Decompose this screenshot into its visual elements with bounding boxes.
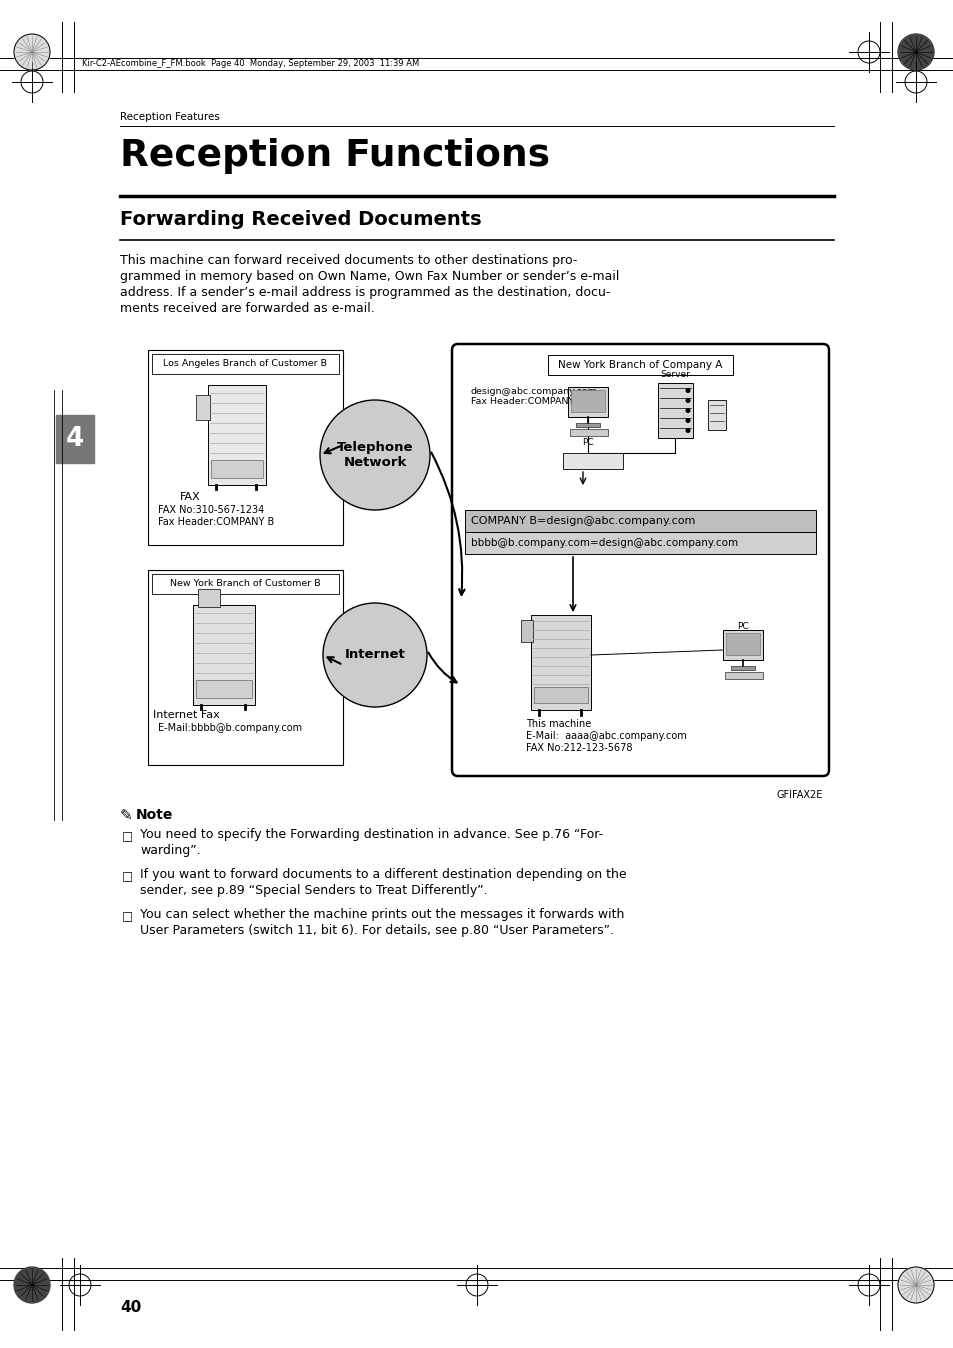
Bar (547, 355, 732, 375)
FancyBboxPatch shape (452, 344, 828, 776)
Circle shape (685, 429, 689, 433)
Circle shape (685, 388, 689, 392)
Text: PC: PC (581, 438, 593, 448)
Bar (148, 350, 343, 545)
Text: You can select whether the machine prints out the messages it forwards with: You can select whether the machine print… (140, 909, 623, 921)
Bar (534, 687, 587, 704)
Bar (722, 630, 762, 661)
Bar (562, 453, 622, 469)
Text: Kir-C2-AEcombine_F_FM.book  Page 40  Monday, September 29, 2003  11:39 AM: Kir-C2-AEcombine_F_FM.book Page 40 Monda… (82, 58, 418, 67)
Text: New York Branch of Company A: New York Branch of Company A (558, 360, 722, 369)
Circle shape (685, 408, 689, 412)
Text: PC: PC (737, 621, 748, 631)
Text: sender, see p.89 “Special Senders to Treat Differently”.: sender, see p.89 “Special Senders to Tre… (140, 884, 487, 896)
Text: Internet Fax: Internet Fax (152, 710, 219, 720)
Bar (567, 387, 607, 417)
Text: ✎: ✎ (120, 807, 132, 824)
Text: E-Mail:bbbb@b.company.com: E-Mail:bbbb@b.company.com (158, 723, 302, 733)
Bar (724, 673, 762, 679)
Text: 40: 40 (120, 1301, 141, 1316)
Text: You need to specify the Forwarding destination in advance. See p.76 “For-: You need to specify the Forwarding desti… (140, 828, 602, 841)
Text: □: □ (122, 869, 133, 883)
Bar (658, 383, 692, 438)
Text: warding”.: warding”. (140, 844, 200, 857)
Bar (211, 460, 263, 479)
Text: bbbb@b.company.com=design@abc.company.com: bbbb@b.company.com=design@abc.company.co… (471, 538, 738, 549)
Circle shape (685, 399, 689, 402)
Bar (195, 679, 252, 698)
Bar (208, 386, 266, 485)
Bar (464, 510, 815, 532)
Bar (195, 395, 210, 421)
Text: COMPANY B=design@abc.company.com: COMPANY B=design@abc.company.com (471, 516, 695, 526)
Bar (152, 355, 338, 373)
Text: E-Mail:  aaaa@abc.company.com
FAX No:212-123-5678: E-Mail: aaaa@abc.company.com FAX No:212-… (525, 731, 686, 752)
Circle shape (897, 1267, 933, 1304)
Text: Server: Server (659, 369, 689, 379)
Text: This machine: This machine (525, 718, 591, 729)
Text: Los Angeles Branch of Customer B: Los Angeles Branch of Customer B (163, 360, 327, 368)
Bar (152, 574, 338, 594)
Text: Internet: Internet (344, 648, 405, 662)
Text: ments received are forwarded as e-mail.: ments received are forwarded as e-mail. (120, 302, 375, 315)
Text: □: □ (122, 830, 133, 842)
Bar (56, 415, 94, 462)
Text: New York Branch of Customer B: New York Branch of Customer B (170, 580, 320, 589)
Bar (707, 400, 725, 430)
Bar (464, 532, 815, 554)
Text: FAX No:310-567-1234
Fax Header:COMPANY B: FAX No:310-567-1234 Fax Header:COMPANY B (158, 506, 274, 527)
Bar (571, 390, 604, 412)
Bar (198, 589, 220, 607)
Circle shape (897, 34, 933, 70)
Bar (725, 634, 760, 655)
Text: □: □ (122, 910, 133, 923)
Bar (148, 570, 343, 766)
Circle shape (319, 400, 430, 510)
Text: User Parameters (switch 11, bit 6). For details, see p.80 “User Parameters”.: User Parameters (switch 11, bit 6). For … (140, 923, 614, 937)
Bar (193, 605, 254, 705)
Text: This machine can forward received documents to other destinations pro-: This machine can forward received docume… (120, 253, 577, 267)
Text: grammed in memory based on Own Name, Own Fax Number or sender’s e-mail: grammed in memory based on Own Name, Own… (120, 270, 618, 283)
Circle shape (14, 1267, 50, 1304)
Text: Forwarding Received Documents: Forwarding Received Documents (120, 210, 481, 229)
Circle shape (323, 603, 427, 706)
Text: Note: Note (136, 807, 173, 822)
Text: FAX: FAX (179, 492, 200, 501)
Bar (520, 620, 533, 642)
Text: design@abc.company.com
Fax Header:COMPANY B: design@abc.company.com Fax Header:COMPAN… (471, 387, 598, 406)
Circle shape (14, 34, 50, 70)
Text: Reception Functions: Reception Functions (120, 137, 550, 174)
Text: Telephone
Network: Telephone Network (336, 441, 413, 469)
Text: GFIFAX2E: GFIFAX2E (776, 790, 822, 799)
Bar (531, 615, 590, 710)
Bar (576, 423, 599, 427)
Bar (730, 666, 754, 670)
Text: 4: 4 (66, 426, 84, 452)
Text: If you want to forward documents to a different destination depending on the: If you want to forward documents to a di… (140, 868, 626, 882)
Text: address. If a sender’s e-mail address is programmed as the destination, docu-: address. If a sender’s e-mail address is… (120, 286, 610, 299)
Text: Reception Features: Reception Features (120, 112, 219, 123)
Circle shape (685, 419, 689, 422)
Bar (569, 429, 607, 435)
